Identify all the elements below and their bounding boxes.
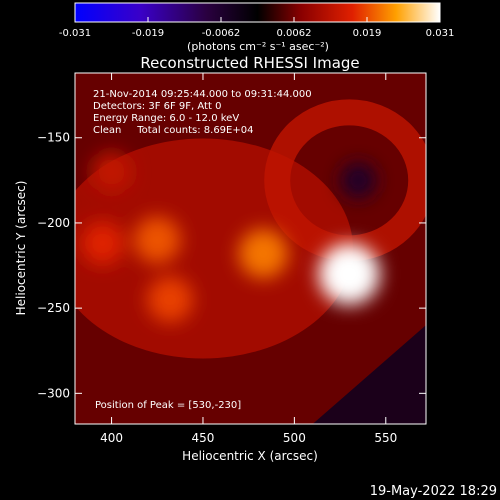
annotation-clean: Clean Total counts: 8.69E+04	[93, 125, 253, 136]
colorbar-ticks: -0.031 -0.019 -0.0062 0.0062 0.019 0.031	[59, 17, 454, 39]
heatmap-source	[133, 216, 181, 264]
heatmap-source	[80, 221, 125, 265]
axis-ticks: 400 450 500 550 −150 −200 −250 −300	[37, 73, 426, 445]
x-axis-label: Heliocentric X (arcsec)	[182, 449, 318, 463]
footer-timestamp: 19-May-2022 18:29	[370, 484, 497, 499]
colorbar-tick-label: -0.031	[59, 28, 91, 39]
annotation-time: 21-Nov-2014 09:25:44.000 to 09:31:44.000	[93, 89, 312, 100]
heatmap-source	[91, 152, 132, 192]
annotation-energy: Energy Range: 6.0 - 12.0 keV	[93, 113, 239, 124]
heatmap-peak	[335, 264, 364, 285]
heatmap-source	[340, 162, 377, 199]
annotation-detectors: Detectors: 3F 6F 9F, Att 0	[93, 101, 221, 112]
x-tick-label: 550	[374, 431, 397, 445]
heatmap-image	[75, 73, 426, 424]
colorbar-units-label: (photons cm⁻² s⁻¹ asec⁻²)	[187, 40, 329, 53]
plot-frame	[74, 72, 427, 425]
colorbar-tick-label: -0.0062	[202, 28, 241, 39]
y-tick-label: −150	[37, 131, 70, 145]
peak-position-label: Position of Peak = [530,-230]	[95, 400, 241, 411]
colorbar-tick-label: 0.0062	[277, 28, 312, 39]
y-tick-label: −250	[37, 301, 70, 315]
colorbar-gradient	[74, 2, 441, 23]
annotation-block: 21-Nov-2014 09:25:44.000 to 09:31:44.000…	[93, 89, 312, 136]
heatmap-source	[147, 276, 193, 323]
x-tick-label: 400	[100, 431, 123, 445]
colorbar-tick-label: 0.031	[426, 28, 455, 39]
heatmap-source	[238, 229, 288, 279]
colorbar-tick-label: -0.019	[132, 28, 164, 39]
colorbar-tick-label: 0.019	[353, 28, 382, 39]
x-tick-label: 500	[283, 431, 306, 445]
y-tick-label: −300	[37, 386, 70, 400]
heatmap-negative-region	[312, 325, 426, 424]
chart-title: Reconstructed RHESSI Image	[140, 54, 359, 72]
x-tick-label: 450	[192, 431, 215, 445]
y-tick-label: −200	[37, 216, 70, 230]
heatmap-sources	[80, 152, 380, 323]
y-axis-label: Heliocentric Y (arcsec)	[14, 181, 28, 316]
colorbar: -0.031 -0.019 -0.0062 0.0062 0.019 0.031 (pho…	[59, 2, 454, 53]
